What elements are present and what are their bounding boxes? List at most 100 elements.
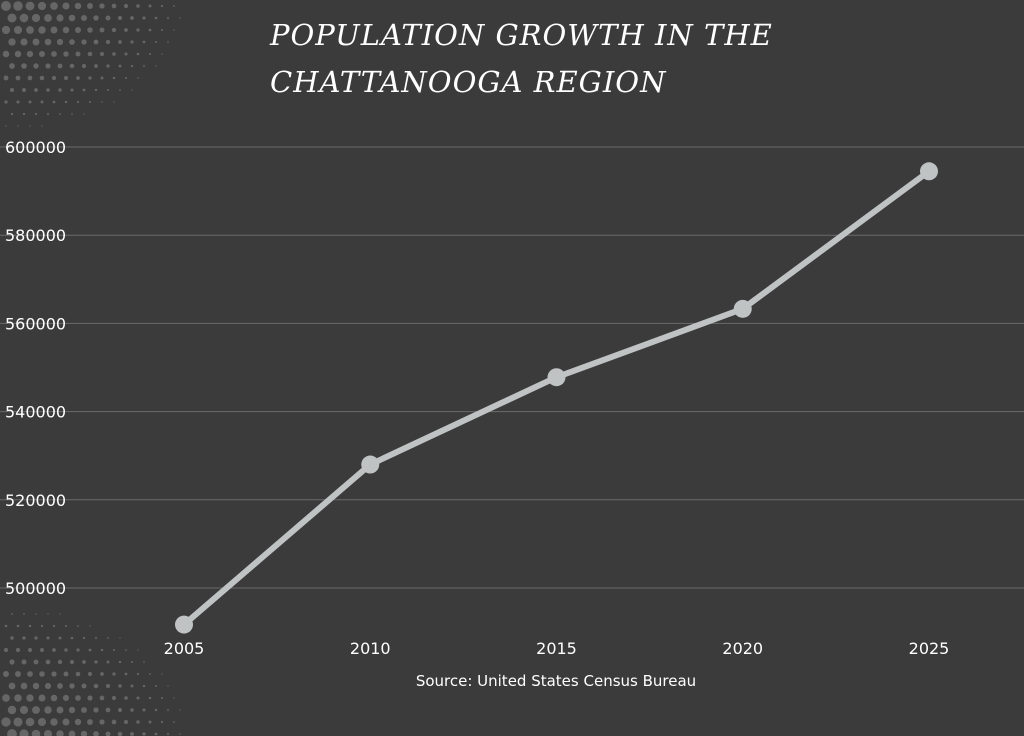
halftone-dot [143, 65, 145, 67]
halftone-dot [20, 682, 28, 690]
halftone-dot [37, 1, 47, 11]
halftone-dot [93, 707, 99, 713]
halftone-dot [113, 101, 115, 103]
halftone-dot [50, 718, 58, 726]
halftone-dot [118, 684, 122, 688]
halftone-dot [68, 14, 76, 22]
halftone-dot [21, 63, 27, 69]
halftone-dot [111, 3, 117, 9]
halftone-dot [179, 733, 181, 735]
x-tick-label: 2020 [722, 639, 763, 658]
halftone-dot [74, 2, 82, 10]
halftone-dot [100, 672, 104, 676]
halftone-dot [65, 625, 67, 627]
halftone-dot [47, 613, 49, 615]
halftone-dot [27, 647, 33, 653]
halftone-dot [112, 76, 116, 80]
y-tick-label: 540000 [5, 403, 66, 422]
halftone-dot [75, 51, 81, 57]
halftone-dot [111, 695, 117, 701]
x-tick-label: 2025 [909, 639, 950, 658]
halftone-dot [130, 16, 134, 20]
halftone-dot [142, 732, 146, 736]
halftone-dot [43, 729, 53, 736]
halftone-dot [94, 660, 98, 664]
data-points [175, 162, 938, 634]
halftone-dot [23, 613, 25, 615]
halftone-dot [14, 694, 22, 702]
halftone-dot [142, 708, 146, 712]
halftone-dot [44, 14, 52, 22]
data-point [175, 615, 193, 634]
halftone-dot [3, 647, 9, 653]
halftone-dot [82, 636, 86, 640]
halftone-dot [37, 717, 47, 727]
halftone-dot [75, 27, 81, 33]
halftone-dot [125, 649, 127, 651]
halftone-dot [155, 685, 157, 687]
halftone-dot [69, 39, 75, 45]
halftone-dot [7, 729, 17, 736]
halftone-dot [33, 659, 39, 665]
halftone-dot [99, 695, 105, 701]
halftone-dot [167, 709, 169, 711]
halftone-dot [34, 88, 38, 92]
halftone-dot [118, 64, 122, 68]
halftone-dot [75, 695, 81, 701]
halftone-dot [136, 28, 140, 32]
halftone-dot [161, 673, 163, 675]
halftone-dot [142, 16, 146, 20]
halftone-dot [112, 52, 116, 56]
halftone-dot [27, 671, 33, 677]
halftone-dot [56, 706, 64, 714]
halftone-dot [69, 683, 75, 689]
halftone-dot [52, 100, 56, 104]
halftone-dot [51, 671, 57, 677]
halftone-dot [40, 100, 44, 104]
halftone-dot [173, 697, 175, 699]
data-point [547, 368, 566, 387]
halftone-dot [50, 694, 58, 702]
halftone-dot [154, 16, 158, 20]
halftone-dot [25, 717, 35, 727]
halftone-dot [38, 694, 46, 702]
halftone-dot [136, 720, 140, 724]
halftone-dot [16, 624, 20, 628]
halftone-dot [44, 706, 52, 714]
halftone-dot [87, 719, 93, 725]
halftone-dot [31, 13, 41, 23]
halftone-dot [123, 719, 129, 725]
halftone-dot [3, 671, 9, 677]
halftone-dot [58, 636, 62, 640]
halftone-dot [2, 50, 10, 58]
halftone-dot [16, 100, 20, 104]
series-line [181, 168, 932, 628]
halftone-dot [26, 50, 34, 58]
halftone-dot [50, 26, 58, 34]
halftone-dot [160, 4, 164, 8]
halftone-dot [100, 76, 104, 80]
halftone-dot [179, 17, 181, 19]
halftone-dot [71, 113, 73, 115]
halftone-dot [80, 730, 88, 736]
halftone-dot [47, 113, 49, 115]
halftone-dot [143, 661, 145, 663]
halftone-dot [107, 637, 109, 639]
halftone-dot [22, 636, 26, 640]
halftone-dot [64, 100, 68, 104]
halftone-dot [26, 694, 34, 702]
halftone-dot [74, 718, 82, 726]
halftone-dot [82, 88, 86, 92]
halftone-dot [51, 51, 57, 57]
halftone-dot [57, 63, 63, 69]
halftone-dot [117, 15, 123, 21]
halftone-dot [154, 708, 158, 712]
halftone-dot [63, 671, 69, 677]
halftone-dot [87, 695, 93, 701]
halftone-dot [25, 1, 35, 11]
halftone-dot [173, 5, 175, 7]
halftone-dot [32, 38, 40, 46]
halftone-dot [93, 15, 99, 21]
halftone-dot [39, 671, 45, 677]
y-tick-label: 500000 [5, 579, 66, 598]
